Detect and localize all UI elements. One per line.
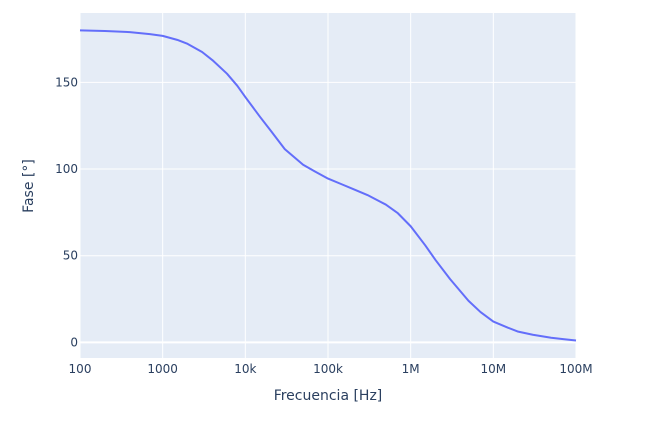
y-grid (80, 81, 576, 344)
y-tick-label: 100 (55, 162, 78, 176)
x-tick-label: 1M (402, 362, 420, 376)
x-tick-label: 100 (69, 362, 92, 376)
y-axis-title: Fase [°] (21, 159, 37, 213)
y-tick-label: 0 (70, 335, 78, 349)
x-grid (79, 13, 577, 358)
x-tick-label: 10k (234, 362, 256, 376)
series-line (79, 29, 577, 342)
x-tick-label: 100k (313, 362, 343, 376)
y-tick-label: 150 (55, 75, 78, 89)
y-tick-labels: 0 50 100 150 (55, 75, 78, 349)
x-axis-title: Frecuencia [Hz] (274, 388, 383, 404)
x-tick-label: 1000 (147, 362, 178, 376)
x-tick-labels: 100 1000 10k 100k 1M 10M 100M (69, 362, 593, 376)
x-tick-label: 100M (559, 362, 592, 376)
x-tick-label: 10M (481, 362, 507, 376)
y-tick-label: 50 (63, 249, 78, 263)
